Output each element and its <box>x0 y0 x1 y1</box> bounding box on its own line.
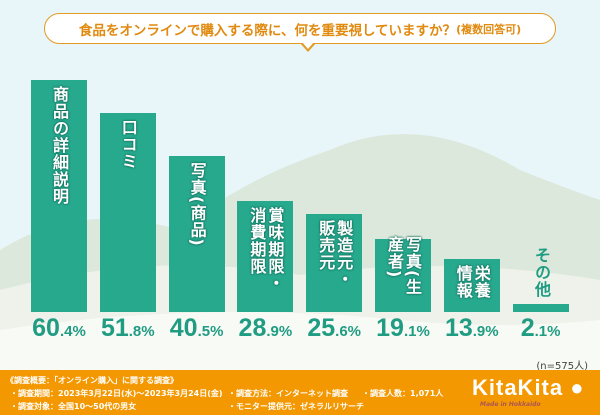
value-integer: 51 <box>100 314 129 342</box>
value-integer: 2 <box>520 314 535 342</box>
value-decimal: .1% <box>403 323 430 340</box>
logo-tagline: Made in Hokkaido <box>480 401 541 408</box>
value-decimal: .9% <box>266 323 293 340</box>
survey-target: ・調査対象：全国10〜50代の男女 <box>10 402 137 411</box>
chart-title: 食品をオンラインで購入する際に、何を重要視していますか？ (複数回答可) <box>44 13 556 44</box>
survey-heading: 《調査概要：「オンライン購入」に関する調査》 <box>6 376 178 385</box>
value-label: 2.1% <box>501 314 581 343</box>
bar-label: 製造元・販売元 <box>316 219 354 288</box>
sample-size-note: (n=575人) <box>536 361 588 372</box>
value-label: 40.5% <box>157 314 237 343</box>
bar-label: 口コミ <box>118 119 138 171</box>
value-label: 19.1% <box>363 314 443 343</box>
value-decimal: .8% <box>128 323 155 340</box>
bar-4 <box>237 200 294 312</box>
title-main: 食品をオンラインで購入する際に、何を重要視していますか？ <box>78 22 457 39</box>
value-integer: 28 <box>238 314 267 342</box>
value-decimal: .6% <box>335 323 362 340</box>
bar-5 <box>306 213 363 312</box>
value-decimal: .1% <box>534 323 561 340</box>
speech-bubble-tail-inner <box>301 42 314 49</box>
bar-label: 商品の詳細説明 <box>50 86 69 205</box>
bar-label: 写真(生産者) <box>385 236 422 296</box>
bar-7 <box>443 258 500 312</box>
value-label: 51.8% <box>88 314 168 343</box>
title-sub: (複数回答可) <box>456 22 522 36</box>
survey-count: ・調査人数：1,071人 <box>362 389 444 398</box>
survey-method: ・調査方法：インターネット調査 <box>228 389 348 398</box>
value-decimal: .5% <box>197 323 224 340</box>
value-integer: 13 <box>444 314 473 342</box>
bar-8 <box>512 303 569 312</box>
bar-label: 栄養情報 <box>453 264 491 299</box>
bar-label: その他 <box>532 246 551 298</box>
value-integer: 60 <box>32 314 60 342</box>
kitakita-logo: KitaKita ● <box>472 375 585 400</box>
bar-label: 賞味期限・消費期限 <box>247 206 285 292</box>
value-decimal: .4% <box>59 323 86 340</box>
value-integer: 19 <box>376 314 404 342</box>
survey-period: ・調査期間：2023年3月22日(水)〜2023年3月24日(金) <box>10 389 223 398</box>
survey-provider: ・モニター提供元：ゼネラルリサーチ <box>228 402 364 411</box>
bar-label: 写真(商品) <box>187 162 207 248</box>
value-integer: 40 <box>169 314 198 342</box>
value-label: 13.9% <box>432 314 512 343</box>
bar-1 <box>31 80 87 312</box>
bar-2 <box>99 113 156 312</box>
value-label: 28.9% <box>225 314 305 343</box>
survey-footer: 《調査概要：「オンライン購入」に関する調査》 ・調査期間：2023年3月22日(… <box>0 370 600 415</box>
value-integer: 25 <box>307 314 336 342</box>
bar-3 <box>168 156 225 312</box>
value-label: 60.4% <box>19 314 99 343</box>
value-label: 25.6% <box>294 314 374 343</box>
bar-6 <box>375 238 431 312</box>
value-decimal: .9% <box>472 323 499 340</box>
